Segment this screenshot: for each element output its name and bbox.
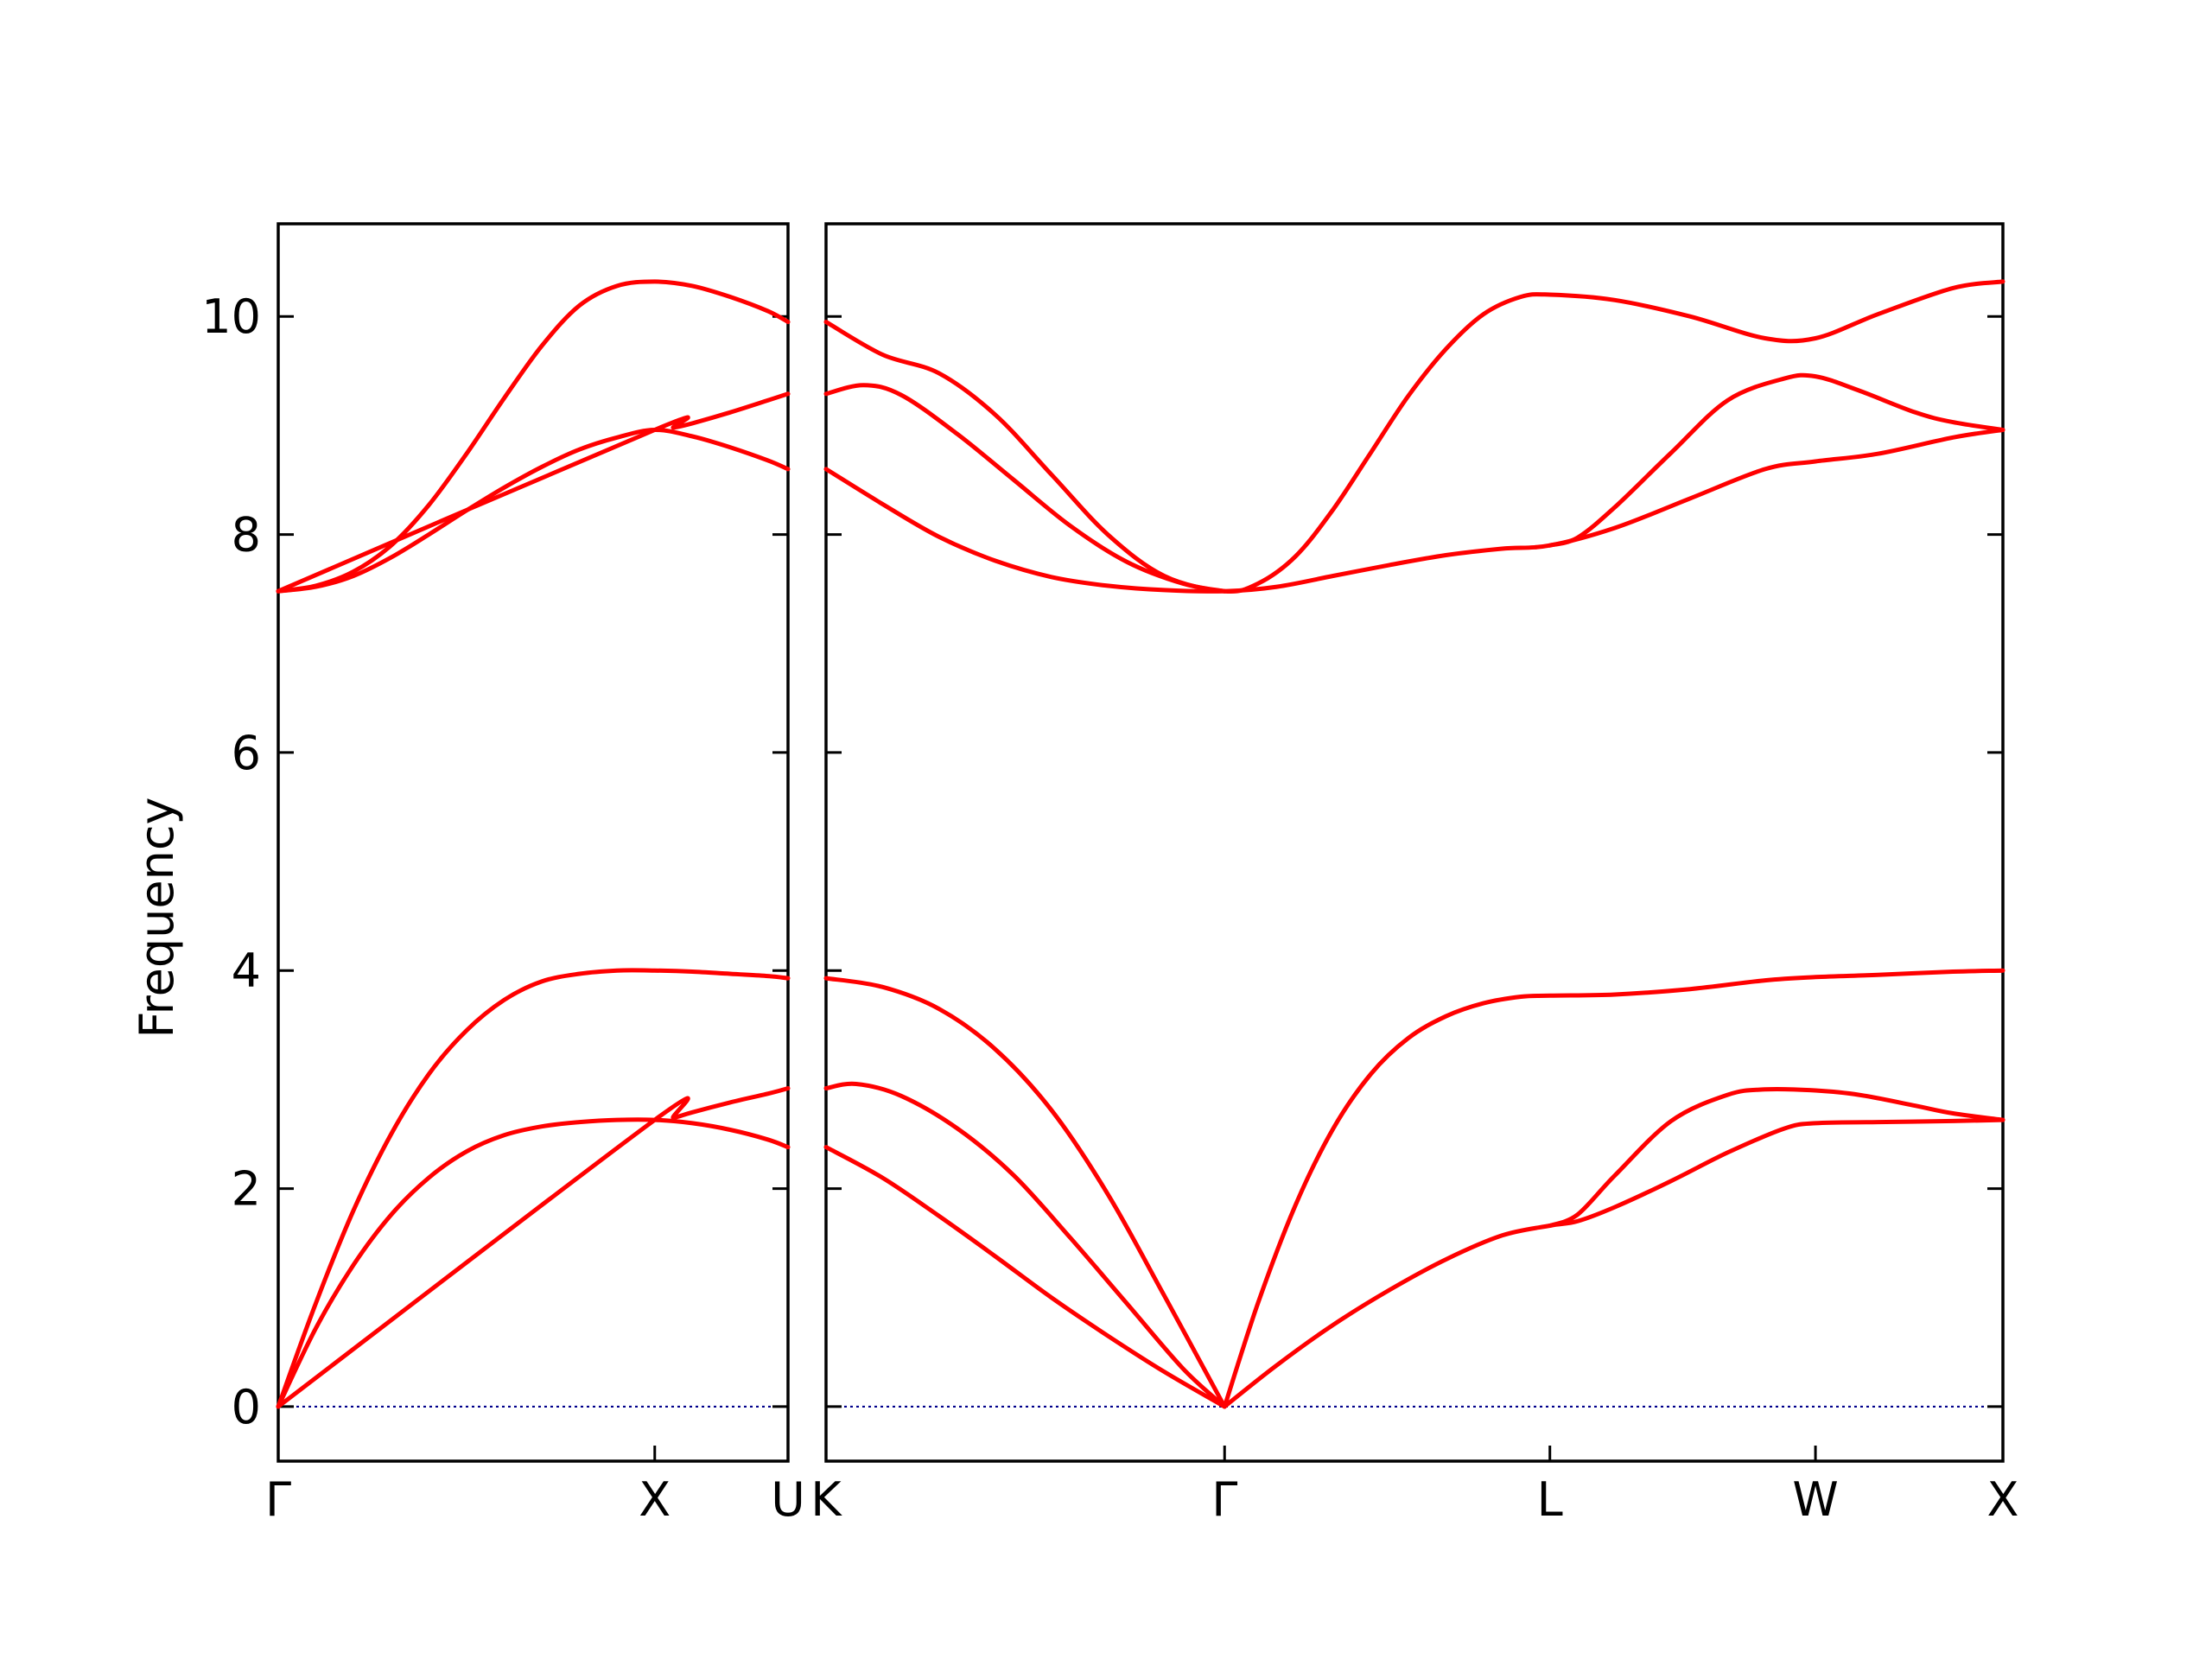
x-tick-label: U bbox=[771, 1472, 805, 1527]
band-line-4 bbox=[276, 427, 791, 594]
band-line-5 bbox=[1548, 1086, 2005, 1228]
band-line-6 bbox=[1222, 968, 2005, 1409]
panel-frame bbox=[276, 222, 790, 1463]
panel-frame bbox=[824, 222, 2005, 1463]
panels: 0 2 4 6 8 10 Γ X U K Γ L W X bbox=[201, 222, 2019, 1527]
band-line-9 bbox=[823, 279, 2005, 594]
band-line-3 bbox=[823, 976, 1227, 1409]
band-line-3 bbox=[276, 968, 791, 1409]
y-tick-label: 6 bbox=[232, 726, 261, 780]
band-line-5 bbox=[276, 391, 791, 594]
band-line-8 bbox=[823, 383, 1227, 594]
band-line-1 bbox=[823, 1145, 1227, 1409]
band-line-2 bbox=[823, 1081, 1227, 1409]
band-line-7 bbox=[823, 428, 2005, 594]
x-tick-label: Γ bbox=[1211, 1472, 1237, 1527]
band-line-10 bbox=[1548, 372, 2005, 548]
x-tick-label: L bbox=[1537, 1472, 1563, 1527]
band-line-4 bbox=[1222, 1117, 2005, 1409]
y-axis-label: Frequency bbox=[130, 798, 184, 1039]
band-line-1 bbox=[276, 1117, 791, 1409]
x-tick-label: W bbox=[1792, 1472, 1838, 1527]
x-tick-label: Γ bbox=[265, 1472, 291, 1527]
x-tick-label: X bbox=[639, 1472, 671, 1527]
y-tick-label: 2 bbox=[232, 1162, 261, 1217]
y-tick-label: 8 bbox=[232, 508, 261, 563]
y-tick-label: 0 bbox=[232, 1380, 261, 1434]
y-tick-label: 4 bbox=[232, 944, 261, 998]
panel-1: 0 2 4 6 8 10 Γ X U bbox=[201, 222, 805, 1527]
band-line-2 bbox=[276, 1086, 791, 1409]
x-tick-label: K bbox=[810, 1472, 842, 1527]
y-tick-label: 10 bbox=[201, 289, 261, 344]
x-tick-label: X bbox=[1987, 1472, 2019, 1527]
band-line-6 bbox=[276, 279, 791, 594]
